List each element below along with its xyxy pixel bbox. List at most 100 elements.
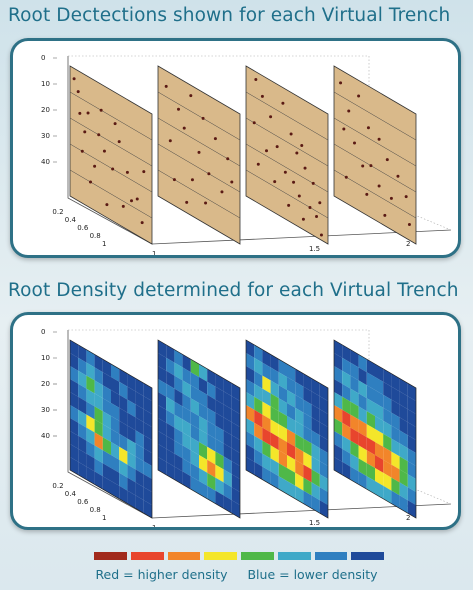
density-cell <box>143 448 152 466</box>
density-cell <box>383 459 392 478</box>
root-detection-point <box>80 149 84 153</box>
density-cell <box>366 398 375 416</box>
z-tick-label: 0 <box>41 54 45 62</box>
density-cell <box>190 385 199 403</box>
root-detection-point <box>275 145 279 149</box>
density-cell <box>358 419 367 438</box>
density-cell <box>119 459 128 478</box>
density-cell <box>215 386 224 405</box>
density-cell <box>391 438 400 457</box>
density-cell <box>334 340 343 358</box>
density-cell <box>287 416 296 434</box>
trench-gridline <box>333 143 417 193</box>
density-cell <box>246 457 255 475</box>
density-cell <box>182 367 191 386</box>
density-cell <box>262 375 271 394</box>
density-cell <box>270 445 279 464</box>
root-detection-point <box>230 180 234 184</box>
density-cell <box>375 455 384 473</box>
root-detection-point <box>260 94 264 98</box>
z-tick-label: 40 <box>41 158 50 166</box>
density-cell <box>295 485 304 504</box>
density-cell <box>407 422 416 440</box>
trench-gridline <box>245 91 329 141</box>
density-cell <box>287 481 296 499</box>
density-cell <box>111 403 120 421</box>
root-detection-point <box>361 164 365 168</box>
density-cell <box>262 388 271 407</box>
density-cell <box>127 477 136 496</box>
density-cell <box>399 430 408 449</box>
density-cell <box>158 379 167 397</box>
density-cell <box>215 412 224 431</box>
density-cell <box>262 401 271 420</box>
density-cell <box>190 359 199 377</box>
z-tick-label: 40 <box>41 432 50 440</box>
density-cell <box>262 466 271 485</box>
density-cell <box>166 461 175 480</box>
density-cell <box>303 373 312 392</box>
density-cell <box>143 422 152 440</box>
density-cell <box>407 435 416 453</box>
root-detection-point <box>99 108 103 112</box>
density-cell <box>375 442 384 460</box>
density-cell <box>158 366 167 384</box>
density-cell <box>311 404 320 423</box>
density-cell <box>350 414 359 433</box>
density-cell <box>231 487 240 505</box>
root-detection-point <box>319 233 323 237</box>
y-tick-label: 0.4 <box>65 490 77 498</box>
density-cell <box>223 469 232 488</box>
density-cell <box>383 420 392 439</box>
legend-swatch <box>351 552 384 560</box>
density-cell <box>375 403 384 421</box>
density-cell <box>254 370 263 389</box>
density-cell <box>207 472 216 491</box>
density-cell <box>303 464 312 483</box>
density-cell <box>342 448 351 467</box>
density-cell <box>366 476 375 494</box>
density-cell <box>375 416 384 434</box>
density-cell <box>334 418 343 436</box>
density-cell <box>215 438 224 457</box>
density-cell <box>407 409 416 427</box>
density-cell <box>127 451 136 470</box>
density-cell <box>399 391 408 410</box>
trench-gridline <box>69 143 153 193</box>
density-cell <box>86 414 95 433</box>
root-detection-point <box>339 81 343 85</box>
density-cell <box>334 457 343 475</box>
density-cell <box>366 372 375 390</box>
density-cell <box>190 411 199 429</box>
density-cell <box>391 412 400 431</box>
root-detection-point <box>301 217 305 221</box>
density-cell <box>78 344 87 363</box>
density-cell <box>342 396 351 415</box>
density-cell <box>127 490 136 509</box>
root-detection-point <box>111 167 115 171</box>
density-cell <box>278 411 287 429</box>
root-detection-point <box>281 101 285 105</box>
density-cell <box>311 430 320 449</box>
density-cell <box>102 372 111 390</box>
trench-outline <box>333 339 417 519</box>
root-detection-point <box>78 111 82 115</box>
density-cell <box>342 422 351 441</box>
root-detection-point <box>189 94 193 98</box>
density-cell <box>254 344 263 363</box>
density-cell <box>215 373 224 392</box>
density-cell <box>70 353 79 371</box>
density-cell <box>391 425 400 444</box>
density-cell <box>270 458 279 477</box>
density-cell <box>102 437 111 455</box>
density-cell <box>254 409 263 428</box>
density-cell <box>375 390 384 408</box>
density-cell <box>190 476 199 494</box>
density-cell <box>223 430 232 449</box>
density-cell <box>135 430 144 449</box>
density-cell <box>278 424 287 442</box>
density-cell <box>407 461 416 479</box>
density-cell <box>78 396 87 415</box>
density-cell <box>287 403 296 421</box>
legend-swatch <box>241 552 274 560</box>
